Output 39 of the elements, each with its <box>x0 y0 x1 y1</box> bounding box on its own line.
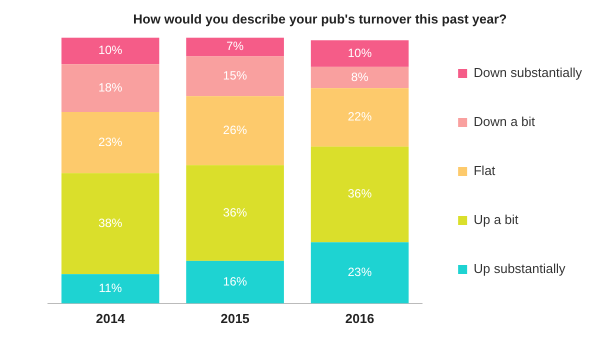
bar <box>186 56 284 96</box>
data-label: 11% <box>98 281 122 296</box>
data-label: 23% <box>348 265 372 280</box>
bar <box>186 96 284 166</box>
data-label: 16% <box>223 274 248 288</box>
bar <box>310 146 409 242</box>
x-tick-label: 2016 <box>345 310 374 326</box>
data-label: 22% <box>348 110 372 124</box>
data-label: 10% <box>98 43 123 58</box>
data-label: 8% <box>351 70 369 84</box>
data-label: 23% <box>98 134 123 149</box>
legend-label: Flat <box>474 163 496 178</box>
bar <box>61 64 160 112</box>
bar <box>186 260 284 304</box>
bar <box>186 38 284 56</box>
chart-title: How would you describe your pub's turnover this past year? <box>133 11 507 26</box>
data-label: 36% <box>348 186 372 201</box>
data-label: 38% <box>98 216 123 230</box>
bar <box>310 66 409 88</box>
data-label: 36% <box>223 205 248 220</box>
legend-label: Up a bit <box>474 212 519 228</box>
bar <box>310 40 409 67</box>
x-tick-label: 2015 <box>220 310 250 326</box>
data-label: 10% <box>348 46 372 60</box>
legend-label: Up substantially <box>474 261 566 276</box>
data-label: 18% <box>98 80 123 94</box>
data-label: 7% <box>226 39 244 54</box>
data-label: 26% <box>223 122 248 137</box>
bar <box>310 88 409 147</box>
x-tick-label: 2014 <box>96 310 126 326</box>
legend-label: Down substantially <box>474 65 582 80</box>
bar <box>61 173 160 274</box>
bar <box>61 112 160 174</box>
bar <box>186 165 284 261</box>
data-label: 15% <box>223 68 248 82</box>
bar <box>61 38 160 64</box>
bar <box>61 274 160 304</box>
bar <box>310 242 409 304</box>
legend-label: Down a bit <box>474 114 536 130</box>
